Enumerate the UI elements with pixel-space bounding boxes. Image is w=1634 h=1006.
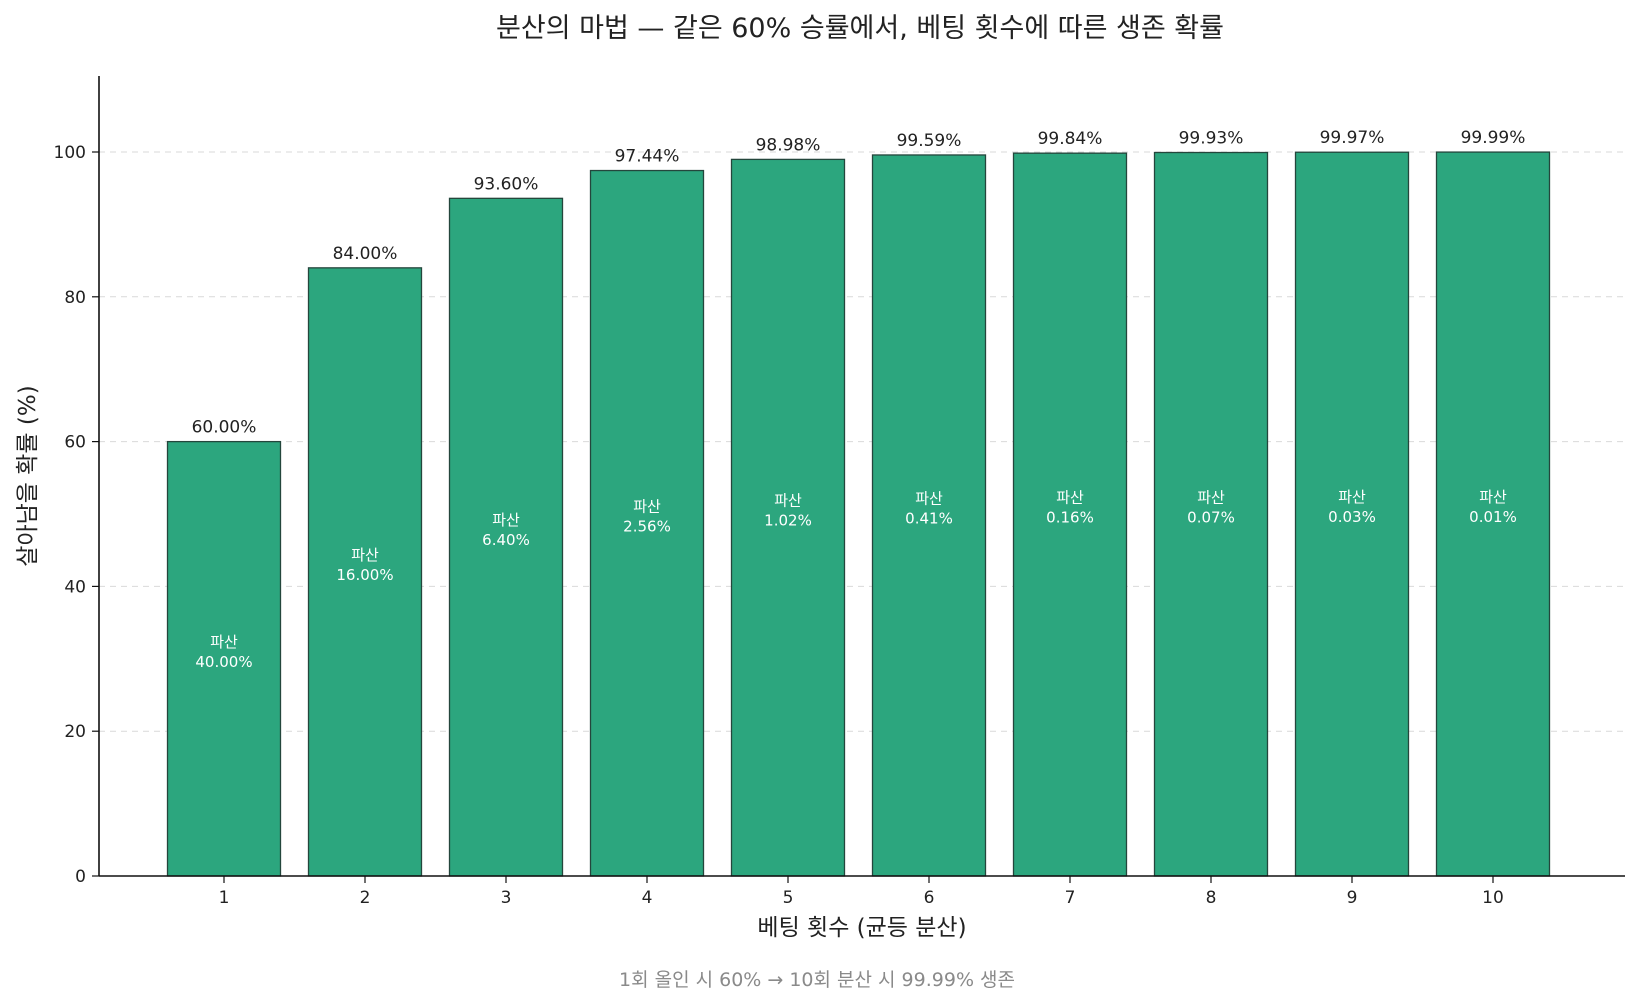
y-tick-label: 60	[64, 433, 86, 453]
bars-layer	[166, 151, 1551, 877]
bar-9	[1294, 151, 1410, 877]
ruin-value-label-1: 40.00%	[195, 653, 252, 671]
value-label-4: 97.44%	[615, 147, 680, 167]
ruin-prefix-label: 파산	[1056, 489, 1084, 507]
y-tick-label: 20	[64, 722, 86, 742]
bar-10	[1435, 151, 1551, 877]
ruin-value-label-5: 1.02%	[764, 512, 812, 530]
value-label-5: 98.98%	[756, 135, 821, 155]
x-tick-label: 5	[783, 888, 794, 908]
y-tick-label: 80	[64, 288, 86, 308]
x-tick-label: 2	[360, 888, 371, 908]
ruin-prefix-label: 파산	[351, 546, 379, 564]
ruin-value-label-8: 0.07%	[1187, 508, 1235, 526]
ruin-value-label-7: 0.16%	[1046, 509, 1094, 527]
bar-6	[871, 154, 987, 877]
ruin-prefix-label: 파산	[915, 489, 943, 507]
value-label-7: 99.84%	[1038, 129, 1103, 149]
y-tick-label: 40	[64, 577, 86, 597]
x-tick-label: 8	[1206, 888, 1217, 908]
x-tick-label: 4	[642, 888, 653, 908]
y-axis-label: 살아남을 확률 (%)	[15, 385, 41, 566]
ruin-prefix-label: 파산	[774, 492, 802, 510]
bar-2	[307, 267, 423, 877]
ruin-value-label-3: 6.40%	[482, 531, 530, 549]
bar-4	[589, 169, 705, 877]
x-ticks: 1 2 3 4 5 6 7 8 9 10	[219, 876, 1504, 908]
x-tick-label: 9	[1347, 888, 1358, 908]
value-label-2: 84.00%	[333, 244, 398, 264]
x-tick-label: 1	[219, 888, 230, 908]
ruin-value-label-2: 16.00%	[336, 566, 393, 584]
value-label-1: 60.00%	[192, 418, 257, 438]
ruin-value-label-4: 2.56%	[623, 517, 671, 535]
x-tick-label: 6	[924, 888, 935, 908]
y-tick-label: 100	[54, 143, 86, 163]
ruin-prefix-label: 파산	[1338, 488, 1366, 506]
value-label-6: 99.59%	[897, 131, 962, 151]
ruin-prefix-label: 파산	[210, 633, 238, 651]
y-tick-label: 0	[75, 867, 86, 887]
value-label-10: 99.99%	[1461, 128, 1526, 148]
ruin-prefix-label: 파산	[1197, 488, 1225, 506]
bar-3	[448, 197, 564, 877]
ruin-prefix-label: 파산	[633, 497, 661, 515]
x-tick-label: 3	[501, 888, 512, 908]
ruin-value-label-10: 0.01%	[1469, 508, 1517, 526]
labels-layer: 60.00% 파산 40.00% 84.00% 파산 16.00% 93.60% 파산 6.40…	[192, 128, 1526, 671]
value-label-3: 93.60%	[474, 174, 539, 194]
bar-1	[166, 440, 282, 877]
x-tick-label: 10	[1482, 888, 1504, 908]
ruin-value-label-6: 0.41%	[905, 509, 953, 527]
ruin-prefix-label: 파산	[1479, 488, 1507, 506]
ruin-value-label-9: 0.03%	[1328, 508, 1376, 526]
x-tick-label: 7	[1065, 888, 1076, 908]
chart-footnote: 1회 올인 시 60% → 10회 분산 시 99.99% 생존	[619, 969, 1015, 991]
x-axis-label: 베팅 횟수 (균등 분산)	[757, 915, 966, 941]
value-label-9: 99.97%	[1320, 128, 1385, 148]
chart-title: 분산의 마법 — 같은 60% 승률에서, 베팅 횟수에 따른 생존 확률	[496, 13, 1224, 44]
y-ticks: 0 20 40 60 80 100	[54, 143, 99, 887]
bar-7	[1012, 152, 1128, 877]
value-label-8: 99.93%	[1179, 129, 1244, 149]
bar-5	[730, 158, 846, 877]
ruin-prefix-label: 파산	[492, 511, 520, 529]
